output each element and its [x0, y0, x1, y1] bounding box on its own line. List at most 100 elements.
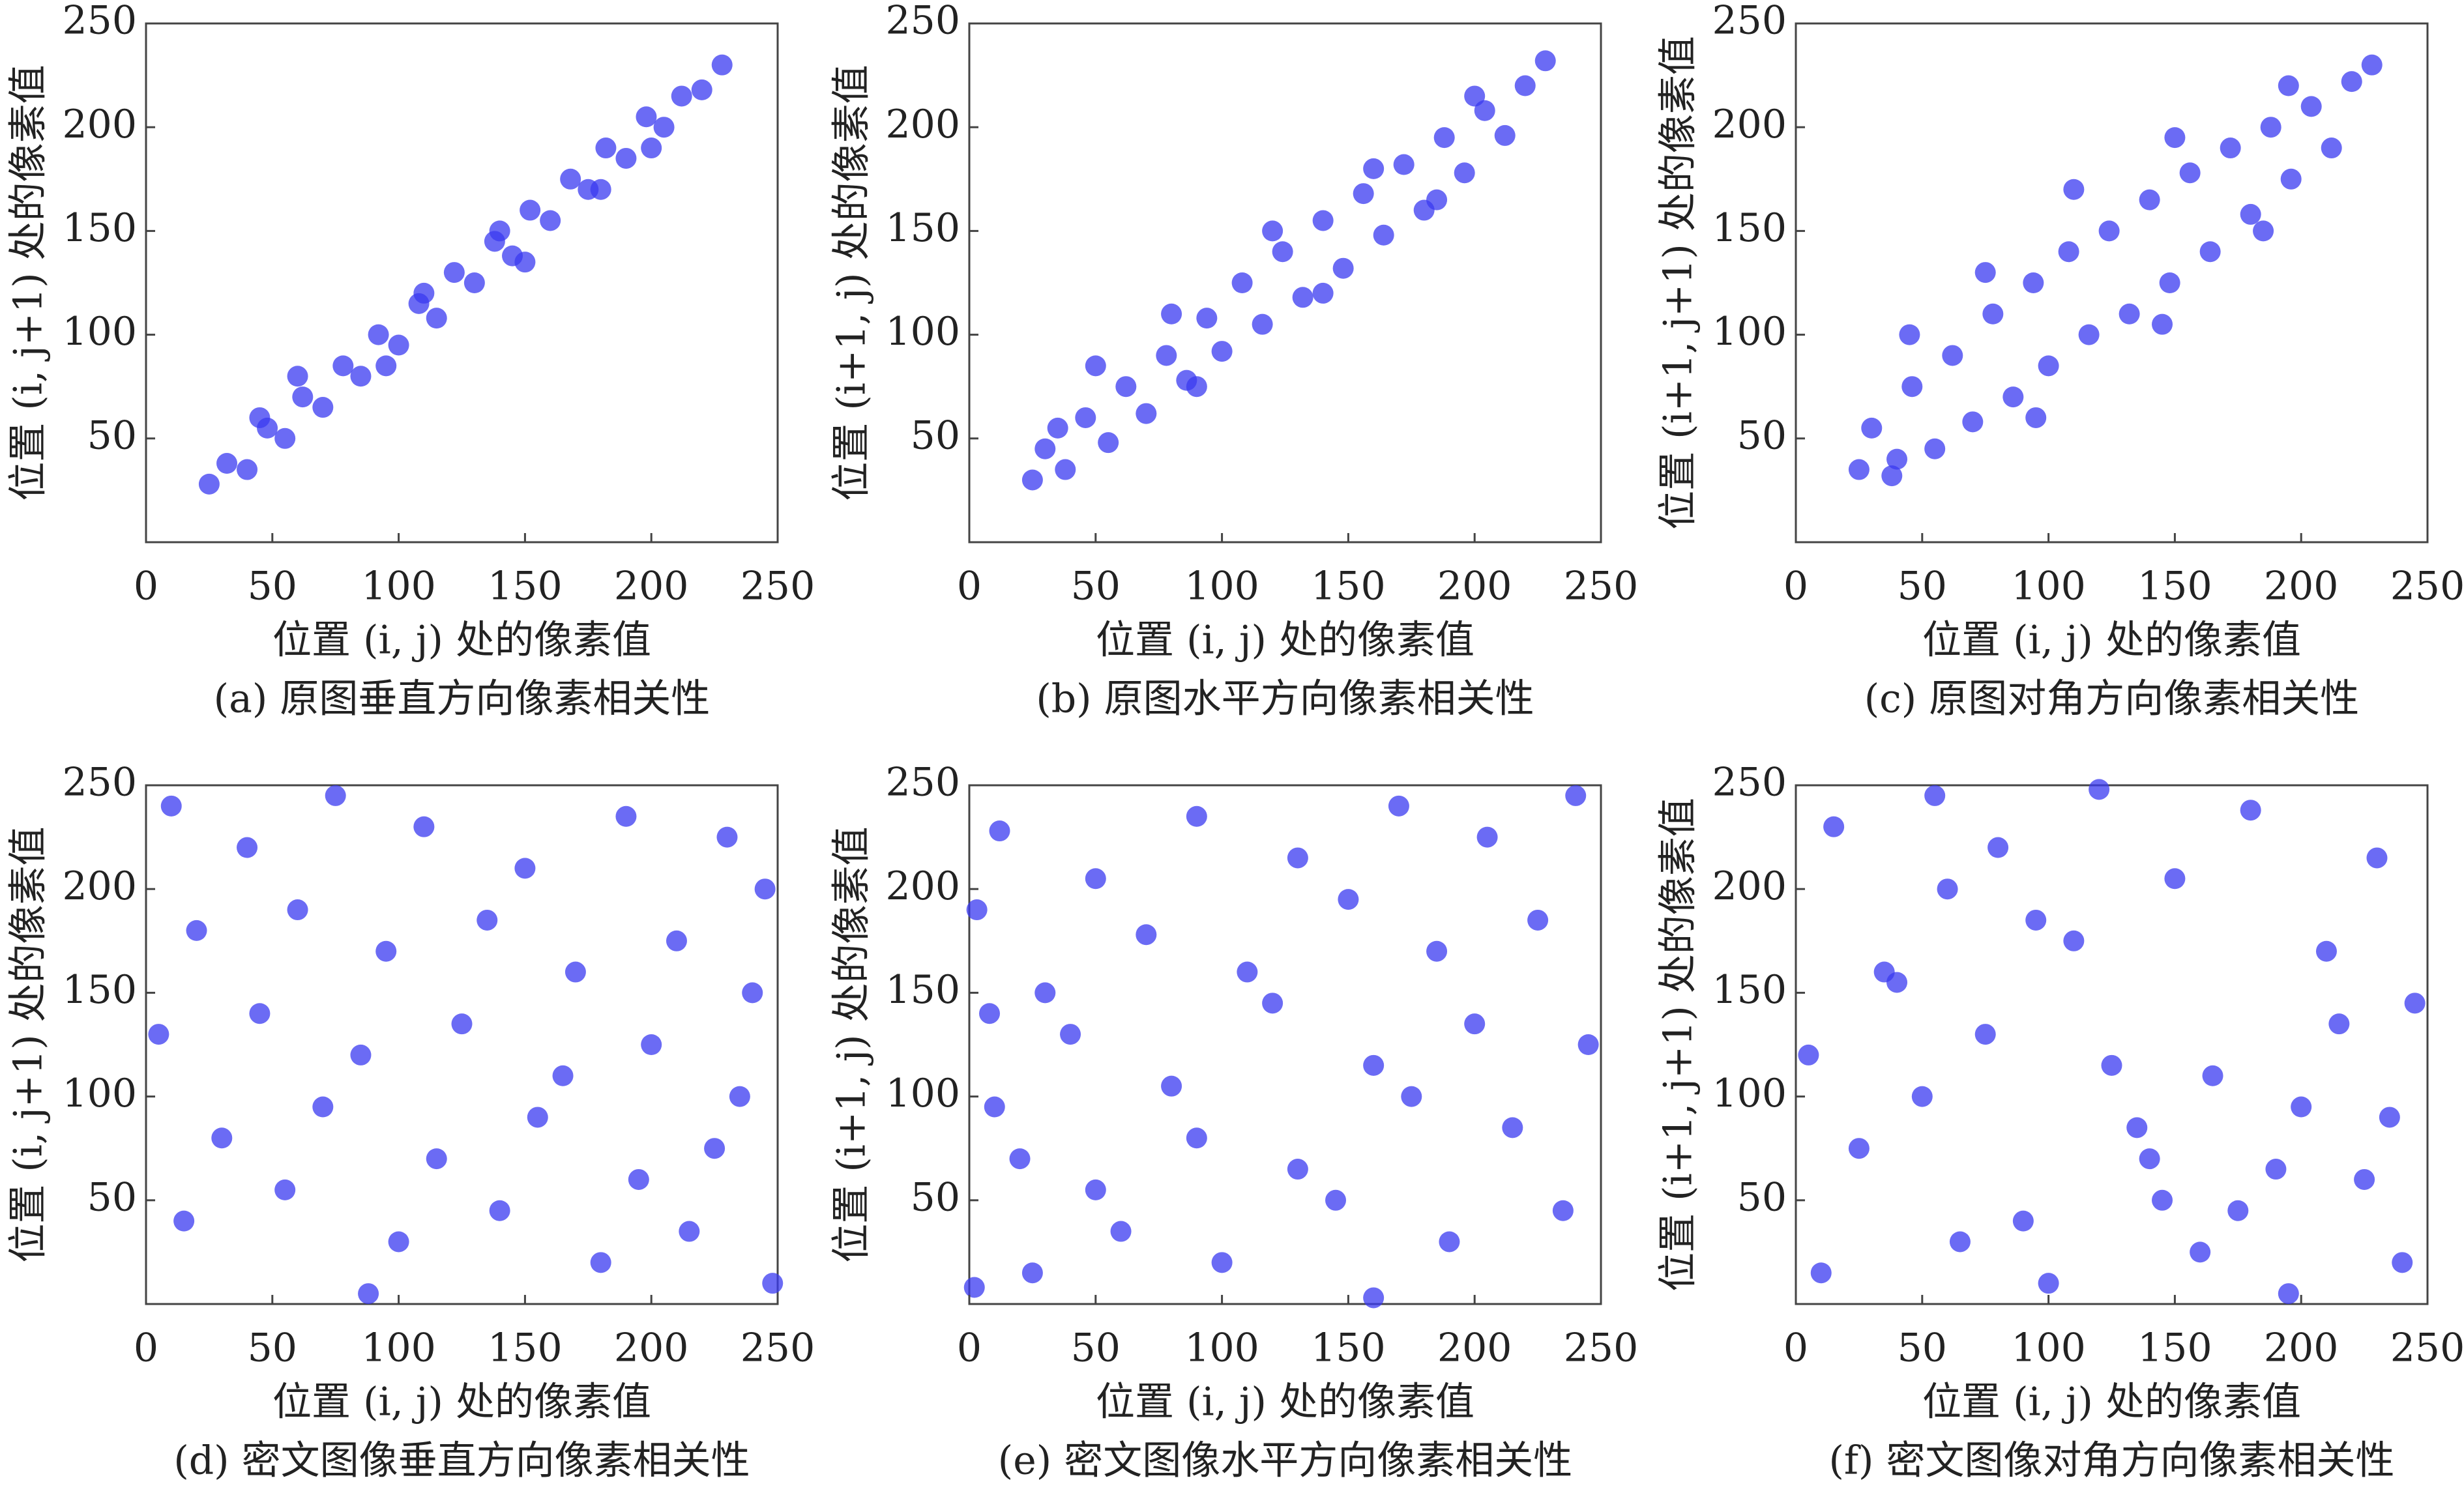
y-axis-label: 位置 (i+1, j+1) 处的像素值 [1656, 36, 1701, 530]
scatter-point [590, 1252, 611, 1273]
y-tick-label: 250 [62, 0, 137, 44]
scatter-point [2139, 1148, 2160, 1170]
y-tick-label: 100 [1712, 309, 1787, 355]
scatter-point [1401, 1086, 1422, 1107]
scatter-point [1565, 785, 1587, 806]
scatter-point [1363, 158, 1385, 179]
scatter-point [1861, 417, 1883, 439]
scatter-point [2139, 189, 2160, 210]
scatter-point [477, 909, 498, 931]
y-tick-label: 50 [911, 413, 960, 458]
x-tick-label: 50 [1071, 1326, 1121, 1371]
x-tick-label: 0 [134, 564, 158, 609]
x-tick-label: 200 [2264, 564, 2339, 609]
scatter-point [1987, 837, 2009, 858]
scatter-point [2164, 127, 2186, 149]
scatter-point [1823, 816, 1845, 837]
scatter-point [2291, 1096, 2312, 1118]
scatter-point [1021, 469, 1043, 491]
scatter-point [2315, 940, 2337, 962]
scatter-point [1136, 924, 1157, 946]
scatter-point [312, 1096, 334, 1118]
scatter-point [1974, 1024, 1996, 1045]
scatter-point [489, 1200, 510, 1221]
scatter-point [173, 1210, 195, 1232]
scatter-point [1085, 355, 1106, 377]
scatter-point [426, 1148, 447, 1170]
scatter-point [704, 1138, 726, 1159]
x-tick-label: 150 [488, 1326, 563, 1371]
x-tick-label: 250 [2390, 1326, 2464, 1371]
scatter-point [443, 262, 465, 283]
y-tick-label: 250 [1712, 760, 1787, 805]
x-tick-label: 250 [741, 564, 815, 609]
scatter-point [1312, 210, 1334, 231]
scatter-point [1899, 324, 1920, 345]
y-tick-label: 200 [885, 102, 960, 147]
scatter-point [211, 1127, 233, 1149]
scatter-point [375, 355, 397, 377]
x-axis-label: 位置 (i, j) 处的像素值 [1096, 618, 1474, 663]
scatter-point [287, 366, 308, 387]
scatter-point [1060, 1024, 1081, 1045]
x-tick-label: 50 [248, 1326, 297, 1371]
x-axis-label: 位置 (i, j) 处的像素值 [272, 1380, 651, 1425]
y-tick-label: 150 [885, 205, 960, 251]
scatter-point [641, 1034, 662, 1055]
scatter-point [565, 961, 586, 983]
scatter-point [1388, 795, 1409, 817]
scatter-point [691, 79, 712, 100]
scatter-point [2260, 117, 2281, 138]
scatter-point [292, 386, 314, 408]
x-tick-label: 200 [614, 1326, 689, 1371]
scatter-point [1534, 50, 1556, 72]
scatter-point [989, 820, 1010, 842]
x-tick-label: 100 [1184, 564, 1259, 609]
x-tick-label: 200 [1437, 1326, 1512, 1371]
x-tick-label: 100 [2011, 564, 2086, 609]
scatter-point [1034, 982, 1056, 1004]
plot-frame [968, 784, 1602, 1305]
x-tick-label: 150 [1311, 1326, 1386, 1371]
scatter-point [2265, 1159, 2287, 1180]
scatter-point [628, 1168, 649, 1190]
scatter-point [2300, 96, 2322, 117]
scatter-point [1942, 345, 1963, 366]
scatter-point [1021, 1262, 1043, 1284]
x-tick-label: 50 [1898, 1326, 1947, 1371]
scatter-point [1110, 1221, 1132, 1242]
x-tick-label: 150 [2137, 564, 2212, 609]
scatter-point [2012, 1210, 2034, 1232]
scatter-point [1949, 1231, 1971, 1253]
scatter-point [1924, 785, 1946, 806]
scatter-point [1363, 1287, 1385, 1309]
caption: (b) 原图水平方向像素相关性 [1036, 676, 1534, 722]
scatter-point [2038, 1273, 2059, 1294]
scatter-point [2078, 324, 2100, 345]
scatter-point [2058, 241, 2079, 263]
x-tick-label: 200 [1437, 564, 1512, 609]
scatter-point [963, 1277, 985, 1298]
scatter-point [2023, 272, 2044, 293]
scatter-point [1433, 127, 1455, 149]
scatter-point [1476, 826, 1498, 848]
x-tick-label: 250 [741, 1326, 815, 1371]
scatter-point [615, 805, 637, 827]
scatter-point [237, 837, 258, 858]
x-tick-label: 100 [361, 1326, 436, 1371]
scatter-point [1974, 262, 1996, 283]
scatter-point [2220, 138, 2241, 159]
scatter-point [2025, 909, 2047, 931]
scatter-point [1464, 1013, 1486, 1035]
scatter-point [1186, 376, 1207, 398]
scatter-point [1474, 100, 1495, 121]
scatter-point [2164, 868, 2186, 890]
scatter-point [1156, 345, 1177, 366]
scatter-point [1237, 961, 1258, 983]
scatter-point [198, 473, 220, 495]
y-tick-label: 50 [1737, 413, 1787, 458]
scatter-point [1353, 183, 1374, 205]
scatter-point [1363, 1054, 1385, 1076]
scatter-point [729, 1086, 750, 1107]
y-axis-label: 位置 (i+1, j+1) 处的像素值 [1656, 798, 1701, 1292]
